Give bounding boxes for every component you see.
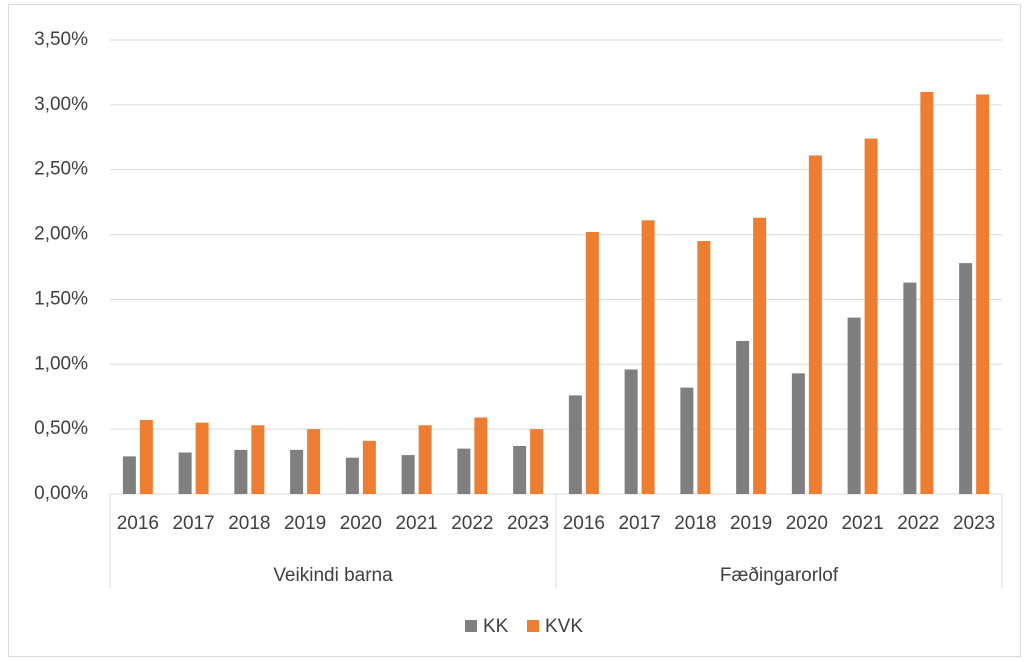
bar (641, 220, 655, 494)
x-tick-label: 2016 (117, 513, 159, 534)
x-tick-label: 2018 (674, 513, 716, 534)
bar (959, 263, 973, 494)
x-tick-label: 2020 (786, 513, 828, 534)
x-tick-label: 2020 (340, 513, 382, 534)
bar (808, 155, 822, 494)
x-tick-label: 2023 (507, 513, 549, 534)
legend-label: KK (483, 616, 509, 637)
chart-border (8, 4, 1021, 657)
bar (920, 91, 934, 494)
y-tick-label: 3,50% (34, 29, 88, 50)
y-tick-label: 0,50% (34, 418, 88, 439)
bar (697, 241, 711, 494)
bar (195, 422, 209, 494)
bar (903, 282, 917, 494)
legend-label: KVK (545, 616, 583, 637)
bar (362, 440, 376, 494)
bar (251, 425, 265, 494)
bar (736, 340, 750, 494)
bar (345, 457, 359, 494)
bar (290, 449, 304, 494)
y-tick-label: 2,50% (34, 159, 88, 180)
bar (864, 138, 878, 494)
x-tick-label: 2023 (953, 513, 995, 534)
x-tick-label: 2016 (563, 513, 605, 534)
y-tick-label: 0,00% (34, 483, 88, 504)
x-tick-label: 2019 (284, 513, 326, 534)
legend-swatch (465, 620, 477, 632)
x-tick-label: 2022 (451, 513, 493, 534)
x-tick-label: 2017 (172, 513, 214, 534)
bar (122, 456, 136, 494)
y-tick-label: 3,00% (34, 94, 88, 115)
x-tick-label: 2017 (618, 513, 660, 534)
x-tick-label: 2021 (841, 513, 883, 534)
bar (585, 231, 599, 494)
x-tick-label: 2021 (395, 513, 437, 534)
y-tick-label: 2,00% (34, 224, 88, 245)
y-tick-label: 1,00% (34, 353, 88, 374)
bar (474, 417, 488, 494)
bar (178, 452, 192, 494)
x-tick-label: 2018 (228, 513, 270, 534)
group-label: Veikindi barna (273, 565, 393, 586)
bar (307, 429, 321, 494)
group-label: Fæðingarorlof (720, 565, 839, 586)
bar (418, 425, 432, 494)
bar (568, 395, 582, 494)
bar (753, 217, 767, 495)
bar (847, 317, 861, 494)
bar (139, 420, 153, 494)
y-tick-label: 1,50% (34, 288, 88, 309)
x-tick-label: 2022 (897, 513, 939, 534)
bar (624, 369, 638, 494)
bar (234, 449, 248, 494)
bar (976, 94, 990, 494)
bar (530, 429, 544, 494)
bar (513, 446, 527, 494)
x-tick-label: 2019 (730, 513, 772, 534)
legend-swatch (527, 620, 539, 632)
bar (457, 448, 471, 494)
bar (680, 387, 694, 494)
bar (791, 373, 805, 494)
bar (401, 455, 415, 494)
